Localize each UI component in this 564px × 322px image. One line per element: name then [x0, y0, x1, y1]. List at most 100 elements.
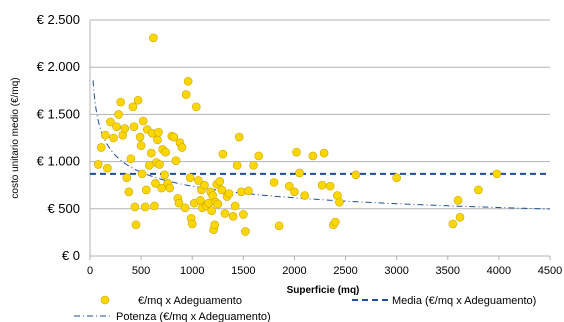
- scatter-point: [135, 132, 145, 142]
- scatter-point: [96, 143, 106, 152]
- scatter-point: [131, 220, 141, 230]
- scatter-point: [122, 173, 132, 182]
- legend-label-mean: Media (€/mq x Adeguamento): [392, 295, 536, 307]
- scatter-point: [455, 213, 465, 222]
- scatter-point: [106, 117, 115, 127]
- scatter-point: [474, 185, 483, 195]
- scatter-point: [335, 197, 344, 207]
- scatter-point: [317, 180, 327, 190]
- scatter-point: [224, 189, 234, 198]
- y-tick-label: € 2.000: [37, 59, 80, 74]
- x-tick-label: 4500: [538, 265, 562, 277]
- scatter-point: [207, 206, 216, 215]
- scatter-point: [453, 196, 463, 205]
- x-tick-label: 500: [132, 265, 150, 277]
- x-tick-label: 1500: [231, 265, 255, 277]
- legend: €/mq x Adeguamento Media (€/mq x Adeguam…: [74, 295, 536, 322]
- scatter-point: [160, 170, 169, 180]
- scatter-point: [300, 191, 309, 200]
- scatter-point: [165, 183, 175, 193]
- x-tick-label: 1000: [180, 265, 204, 277]
- scatter-point: [210, 220, 220, 230]
- scatter-point: [230, 201, 240, 211]
- x-axis-title: Superficie (mq): [287, 285, 360, 296]
- scatter-point: [392, 173, 401, 182]
- scatter-point: [290, 187, 299, 197]
- scatter-point: [130, 202, 140, 212]
- chart-axes: [89, 20, 550, 257]
- scatter-point: [103, 163, 112, 173]
- y-tick-label: € 1.500: [37, 106, 80, 121]
- scatter-point: [200, 180, 209, 190]
- scatter-point: [196, 196, 205, 205]
- scatter-point: [112, 122, 121, 131]
- x-tick-label: 4000: [487, 265, 511, 277]
- y-axis-title: costo unitario medio (€/mq): [10, 77, 21, 198]
- scatter-point: [331, 217, 340, 227]
- scatter-point: [128, 102, 138, 112]
- scatter-point: [150, 201, 159, 211]
- scatter-point: [249, 161, 258, 170]
- scatter-point: [141, 185, 151, 195]
- legend-item-power: Potenza (€/mq x Adeguamento): [74, 311, 271, 322]
- scatter-point: [171, 156, 181, 165]
- scatter-point: [194, 176, 203, 185]
- scatter-point: [215, 177, 225, 186]
- scatter-point: [220, 209, 230, 218]
- scatter-point: [169, 132, 179, 142]
- horizontal-gridlines: [90, 19, 550, 210]
- scatter-point: [204, 198, 213, 208]
- scatter-point: [325, 181, 335, 191]
- scatter-point: [140, 202, 150, 212]
- scatter-point: [183, 77, 193, 86]
- scatter-point: [137, 169, 147, 179]
- legend-item-points: €/mq x Adeguamento: [100, 295, 242, 307]
- legend-point-marker: [100, 295, 110, 305]
- scatter-point: [116, 97, 125, 107]
- legend-label-power: Potenza (€/mq x Adeguamento): [116, 311, 271, 322]
- y-tick-labels: € 0 € 500 € 1.000 € 1.500 € 2.000 € 2.500: [37, 12, 80, 263]
- scatter-point: [187, 219, 197, 229]
- scatter-point: [192, 102, 201, 112]
- scatter-point: [136, 141, 146, 150]
- scatter-point: [109, 133, 118, 143]
- scatter-point: [228, 212, 238, 221]
- scatter-point: [239, 210, 248, 219]
- scatter-point: [285, 181, 294, 191]
- legend-label-points: €/mq x Adeguamento: [138, 295, 242, 307]
- y-tick-label: € 1.000: [37, 154, 80, 169]
- scatter-point: [217, 185, 227, 195]
- scatter-point: [174, 198, 184, 208]
- scatter-point: [114, 110, 123, 119]
- scatter-point: [129, 122, 139, 131]
- scatter-point: [161, 147, 170, 157]
- scatter-point: [213, 199, 223, 209]
- power-curve-group: [92, 80, 551, 210]
- scatter-point: [147, 148, 156, 158]
- scatter-point: [351, 170, 361, 180]
- scatter-point: [138, 116, 148, 126]
- scatter-point: [319, 148, 329, 158]
- y-tick-label: € 0: [62, 248, 80, 263]
- scatter-point: [269, 178, 279, 187]
- scatter-point: [448, 219, 458, 229]
- scatter-point: [154, 128, 163, 137]
- x-tick-label: 2000: [282, 265, 306, 277]
- scatter-point: [120, 124, 130, 133]
- scatter-point: [274, 221, 284, 231]
- scatter-point: [149, 33, 158, 43]
- scatter-point: [93, 160, 103, 169]
- x-tick-label: 3500: [436, 265, 460, 277]
- scatter-point: [295, 168, 304, 178]
- power-trend-line: [92, 80, 551, 210]
- scatter-point: [124, 187, 134, 197]
- y-tick-label: € 2.500: [37, 12, 80, 27]
- scatter-point: [101, 130, 110, 140]
- scatter-point: [177, 143, 187, 152]
- legend-item-mean: Media (€/mq x Adeguamento): [352, 295, 536, 307]
- scatter-point: [308, 151, 318, 161]
- scatter-point: [151, 179, 160, 188]
- scatter-points: [93, 33, 502, 236]
- scatter-point: [180, 203, 190, 213]
